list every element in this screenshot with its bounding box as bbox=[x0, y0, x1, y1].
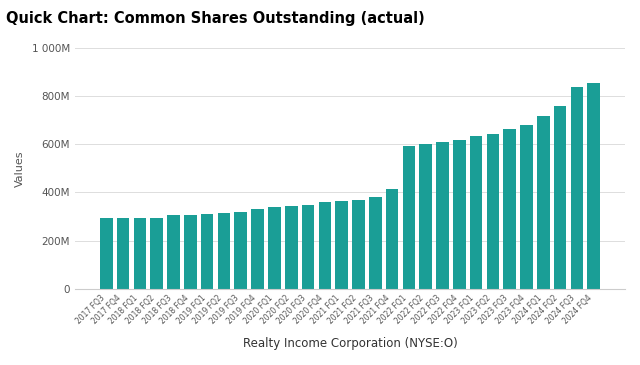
Bar bbox=[201, 214, 214, 289]
Bar bbox=[100, 218, 113, 289]
Bar bbox=[234, 212, 247, 289]
X-axis label: Realty Income Corporation (NYSE:O): Realty Income Corporation (NYSE:O) bbox=[243, 337, 458, 350]
Bar bbox=[117, 218, 129, 289]
Bar bbox=[285, 206, 298, 289]
Bar bbox=[369, 197, 381, 289]
Bar bbox=[554, 106, 566, 289]
Bar bbox=[301, 204, 314, 289]
Bar bbox=[419, 145, 432, 289]
Bar bbox=[520, 125, 532, 289]
Bar bbox=[571, 87, 583, 289]
Bar bbox=[218, 213, 230, 289]
Bar bbox=[470, 136, 483, 289]
Bar bbox=[335, 201, 348, 289]
Bar bbox=[403, 146, 415, 289]
Bar bbox=[436, 142, 449, 289]
Bar bbox=[268, 207, 281, 289]
Bar bbox=[504, 129, 516, 289]
Bar bbox=[252, 209, 264, 289]
Bar bbox=[184, 215, 196, 289]
Bar bbox=[486, 134, 499, 289]
Bar bbox=[167, 215, 180, 289]
Bar bbox=[134, 218, 147, 289]
Bar bbox=[537, 116, 550, 289]
Text: Quick Chart: Common Shares Outstanding (actual): Quick Chart: Common Shares Outstanding (… bbox=[6, 11, 425, 26]
Bar bbox=[453, 139, 465, 289]
Bar bbox=[352, 200, 365, 289]
Y-axis label: Values: Values bbox=[15, 150, 25, 187]
Bar bbox=[319, 202, 331, 289]
Bar bbox=[588, 83, 600, 289]
Bar bbox=[150, 218, 163, 289]
Bar bbox=[386, 189, 398, 289]
